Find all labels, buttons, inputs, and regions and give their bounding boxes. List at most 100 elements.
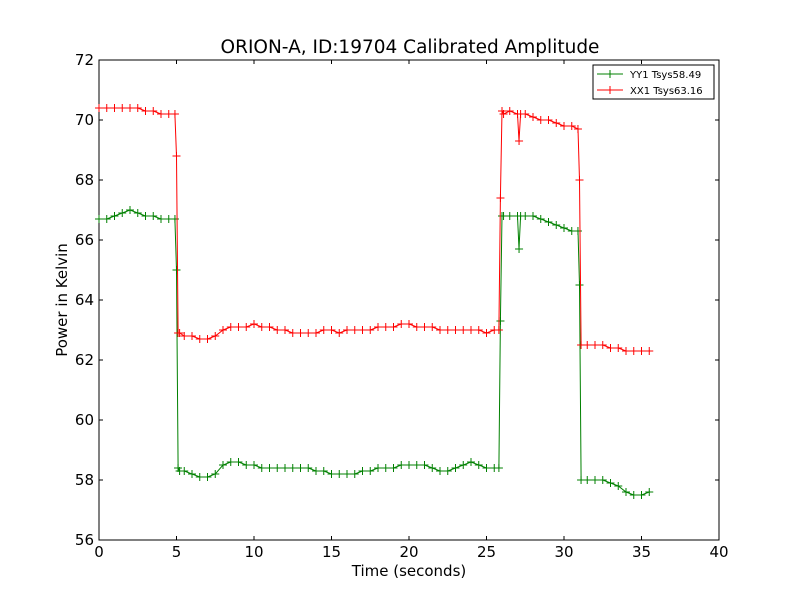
data-point bbox=[374, 464, 382, 472]
y-tick-label: 56 bbox=[75, 531, 94, 549]
data-point bbox=[467, 326, 475, 334]
legend-item: XX1 Tsys63.16 bbox=[597, 86, 703, 97]
data-point bbox=[273, 464, 282, 472]
data-point bbox=[412, 461, 421, 469]
data-point bbox=[350, 326, 359, 334]
data-point bbox=[496, 194, 505, 202]
data-point bbox=[552, 221, 561, 229]
data-point bbox=[474, 461, 483, 469]
data-point bbox=[521, 110, 530, 118]
data-point bbox=[172, 266, 181, 274]
y-axis-label: Power in Kelvin bbox=[53, 243, 71, 357]
data-point bbox=[304, 464, 313, 472]
data-point bbox=[436, 326, 444, 334]
data-point bbox=[195, 473, 204, 481]
data-point bbox=[257, 323, 266, 331]
data-point bbox=[102, 104, 111, 112]
data-point bbox=[226, 323, 235, 331]
data-point bbox=[149, 107, 158, 115]
data-point bbox=[560, 224, 568, 232]
data-point bbox=[381, 323, 390, 331]
data-point bbox=[170, 215, 179, 223]
data-point bbox=[242, 461, 251, 469]
data-point bbox=[327, 470, 336, 478]
x-tick-label: 25 bbox=[477, 543, 496, 561]
data-point bbox=[335, 329, 344, 337]
data-point bbox=[575, 176, 584, 184]
data-point bbox=[281, 464, 289, 472]
data-point bbox=[312, 329, 320, 337]
data-point bbox=[188, 332, 196, 340]
data-point bbox=[265, 323, 274, 331]
data-point bbox=[273, 326, 282, 334]
data-point bbox=[606, 344, 615, 352]
legend-label: YY1 Tsys58.49 bbox=[629, 70, 701, 81]
data-point bbox=[327, 326, 336, 334]
data-point bbox=[591, 476, 599, 484]
data-point bbox=[474, 326, 483, 334]
data-point bbox=[412, 323, 421, 331]
data-point bbox=[133, 104, 142, 112]
data-point bbox=[358, 326, 367, 334]
data-point bbox=[296, 464, 305, 472]
data-point bbox=[250, 320, 258, 328]
chart-title: ORION-A, ID:19704 Calibrated Amplitude bbox=[221, 37, 600, 58]
data-point bbox=[366, 467, 375, 475]
data-point bbox=[133, 209, 142, 217]
data-point bbox=[172, 152, 181, 160]
data-point bbox=[257, 464, 266, 472]
data-point bbox=[180, 467, 189, 475]
ticks-layer: 0 5 10 15 20 25 30 35 40 56 58 60 62 64 66 68 70 72 bbox=[75, 51, 729, 561]
data-point bbox=[552, 119, 561, 127]
data-point bbox=[575, 281, 584, 289]
y-tick-label: 60 bbox=[75, 411, 94, 429]
plot-frame bbox=[98, 59, 720, 541]
data-point bbox=[389, 323, 398, 331]
data-point bbox=[95, 215, 103, 223]
data-point bbox=[420, 461, 429, 469]
data-point bbox=[606, 479, 615, 487]
data-point bbox=[521, 212, 530, 220]
y-tick-label: 66 bbox=[75, 231, 94, 249]
data-point bbox=[118, 104, 127, 112]
data-point bbox=[622, 347, 630, 355]
y-tick-label: 72 bbox=[75, 51, 94, 69]
data-point bbox=[645, 347, 654, 355]
legend-marker bbox=[606, 86, 614, 94]
y-tick-label: 64 bbox=[75, 291, 94, 309]
data-point bbox=[265, 464, 274, 472]
y-tick-label: 70 bbox=[75, 111, 94, 129]
x-tick-label: 30 bbox=[554, 543, 573, 561]
data-point bbox=[536, 116, 545, 124]
data-point bbox=[319, 467, 328, 475]
data-point bbox=[482, 329, 491, 337]
legend-items: YY1 Tsys58.49 XX1 Tsys63.16 bbox=[597, 70, 703, 97]
y-tick-label: 58 bbox=[75, 471, 94, 489]
data-point bbox=[374, 323, 382, 331]
data-point bbox=[110, 212, 119, 220]
data-point bbox=[583, 476, 592, 484]
data-point bbox=[567, 122, 576, 130]
x-tick-label: 0 bbox=[94, 543, 104, 561]
legend-item: YY1 Tsys58.49 bbox=[597, 70, 701, 81]
data-point bbox=[397, 461, 406, 469]
data-point bbox=[170, 110, 179, 118]
data-point bbox=[211, 332, 220, 340]
data-point bbox=[598, 341, 607, 349]
data-point bbox=[515, 245, 524, 253]
data-point bbox=[573, 125, 582, 133]
data-point bbox=[494, 326, 503, 334]
data-point bbox=[226, 458, 235, 466]
x-tick-label: 20 bbox=[399, 543, 418, 561]
data-point bbox=[141, 212, 150, 220]
data-point bbox=[529, 212, 537, 220]
data-point bbox=[95, 104, 103, 112]
data-point bbox=[482, 464, 491, 472]
data-point bbox=[637, 491, 646, 499]
data-point bbox=[141, 107, 150, 115]
data-point bbox=[451, 464, 460, 472]
data-point bbox=[529, 113, 537, 121]
data-point bbox=[203, 473, 212, 481]
data-point bbox=[467, 458, 475, 466]
